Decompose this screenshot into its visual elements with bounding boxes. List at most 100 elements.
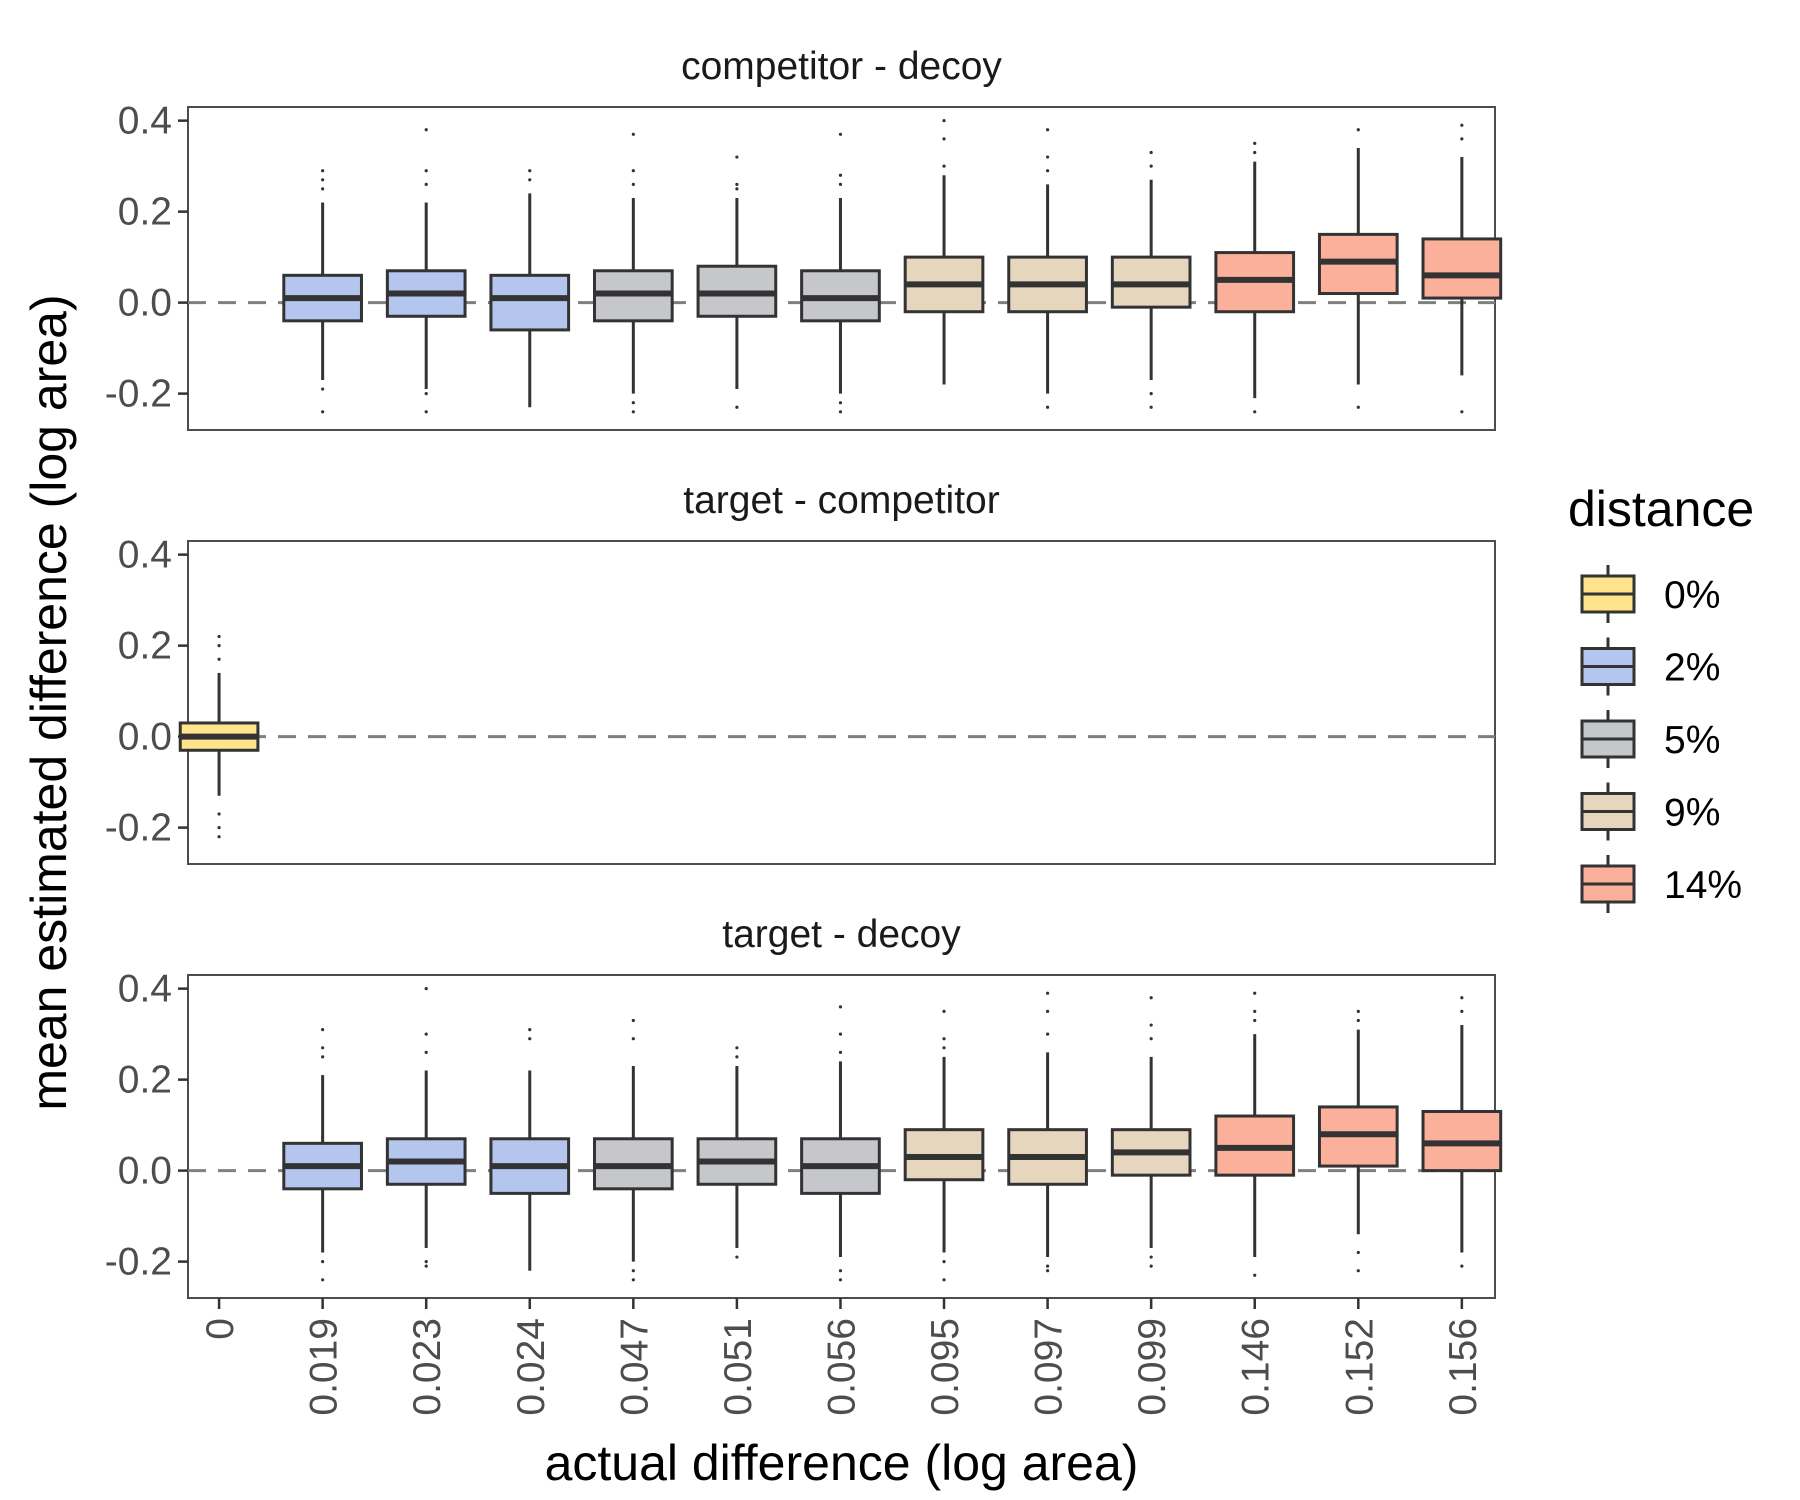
legend-item: 9% <box>1580 782 1720 841</box>
outlier-point <box>735 187 739 191</box>
box-0.146 <box>1214 991 1296 1277</box>
facet-panels: competitor - decoy 0.4 0.2 0.0 -0.2 target - … <box>105 45 1503 1299</box>
box-0.156 <box>1421 996 1503 1268</box>
x-tick-label: 0.099 <box>1131 1318 1174 1416</box>
outlier-point <box>1460 137 1464 141</box>
outlier-point <box>424 410 428 414</box>
outlier-point <box>942 1046 946 1050</box>
box-0.099 <box>1110 150 1192 409</box>
x-tick-label: 0.095 <box>924 1318 967 1416</box>
box-0.095 <box>903 119 985 385</box>
outlier-point <box>942 164 946 168</box>
outlier-point <box>217 634 221 639</box>
y-tick-label: 0.0 <box>118 282 172 325</box>
outlier-point <box>1356 1009 1360 1013</box>
y-tick-label: 0.2 <box>118 625 172 668</box>
y-tick-label: -0.2 <box>105 1241 172 1284</box>
y-tick-label: 0.2 <box>118 191 172 234</box>
panel-title: target - decoy <box>722 913 961 956</box>
outlier-point <box>528 1027 532 1032</box>
outlier-point <box>838 132 843 136</box>
outlier-point <box>424 182 428 186</box>
box-0.047 <box>592 1018 674 1282</box>
outlier-point <box>1253 1273 1257 1277</box>
outlier-point <box>735 1055 739 1059</box>
box-0 <box>178 634 260 839</box>
outlier-point <box>424 1260 428 1264</box>
box-0.152 <box>1317 1009 1399 1273</box>
outlier-point <box>1460 996 1464 1000</box>
outlier-point <box>942 1278 946 1282</box>
outlier-point <box>321 187 325 191</box>
y-tick-label: 0.4 <box>118 100 172 143</box>
outlier-point <box>735 182 739 186</box>
outlier-point <box>631 401 635 405</box>
y-tick-label: 0.2 <box>118 1059 172 1102</box>
outlier-point <box>838 182 843 186</box>
panel-1: competitor - decoy 0.4 0.2 0.0 -0.2 <box>105 45 1503 431</box>
box-0.056 <box>800 1005 881 1282</box>
outlier-point <box>631 169 635 173</box>
x-tick-label: 0.047 <box>613 1318 656 1416</box>
box-0.099 <box>1110 996 1192 1268</box>
outlier-point <box>1149 1264 1153 1268</box>
outlier-point <box>1460 410 1464 414</box>
outlier-point <box>1460 1264 1464 1268</box>
outlier-point <box>1149 164 1153 168</box>
legend-item-label: 2% <box>1664 647 1720 690</box>
outlier-point <box>1253 410 1257 414</box>
panel-title: competitor - decoy <box>681 45 1002 88</box>
y-tick-label: 0.4 <box>118 968 172 1011</box>
outlier-point <box>1356 1250 1360 1255</box>
outlier-point <box>1149 1255 1153 1259</box>
x-tick-label: 0.019 <box>303 1318 346 1416</box>
outlier-point <box>838 1050 843 1054</box>
outlier-point <box>1356 1018 1360 1023</box>
outlier-point <box>838 1005 843 1009</box>
outlier-point <box>1149 1023 1153 1027</box>
outlier-point <box>1253 141 1257 145</box>
legend-item: 14% <box>1580 855 1742 913</box>
outlier-point <box>1356 405 1360 409</box>
legend-item-label: 5% <box>1664 719 1720 762</box>
outlier-point <box>217 826 221 830</box>
outlier-point <box>735 405 739 409</box>
x-tick-label: 0 <box>199 1318 242 1340</box>
x-axis: 0 0.019 0.023 0.024 0.047 0.051 0.056 0.095 0.09… <box>199 1298 1485 1416</box>
y-tick-label: 0.0 <box>118 716 172 759</box>
outlier-point <box>1356 1269 1360 1273</box>
legend: distance 0% 2% 5% 9% 14% <box>1568 481 1754 913</box>
outlier-point <box>217 657 221 661</box>
y-tick-label: -0.2 <box>105 373 172 416</box>
legend-title: distance <box>1568 481 1754 537</box>
outlier-point <box>1253 991 1257 995</box>
outlier-point <box>942 137 946 141</box>
box-0.019 <box>282 169 363 414</box>
box-0.024 <box>489 1027 571 1271</box>
outlier-point <box>838 401 843 405</box>
outlier-point <box>735 1046 739 1050</box>
outlier-point <box>1045 991 1050 995</box>
x-axis-title: actual difference (log area) <box>545 1435 1139 1491</box>
outlier-point <box>1253 1018 1257 1023</box>
box-0.023 <box>385 987 467 1268</box>
box-0.156 <box>1421 123 1503 414</box>
outlier-point <box>631 1037 635 1041</box>
outlier-point <box>735 1255 739 1259</box>
outlier-point <box>631 182 635 186</box>
outlier-point <box>1045 1032 1050 1036</box>
outlier-point <box>1045 169 1050 173</box>
box-iqr <box>489 273 571 332</box>
outlier-point <box>631 132 635 136</box>
y-tick-label: 0.4 <box>118 534 172 577</box>
outlier-point <box>321 1055 325 1059</box>
outlier-point <box>631 1018 635 1023</box>
outlier-point <box>1045 128 1050 132</box>
outlier-point <box>1253 150 1257 155</box>
legend-item: 0% <box>1580 565 1720 623</box>
y-tick-label: -0.2 <box>105 807 172 850</box>
outlier-point <box>321 1278 325 1282</box>
outlier-point <box>424 1264 428 1268</box>
legend-item: 2% <box>1580 637 1720 696</box>
outlier-point <box>424 1032 428 1036</box>
